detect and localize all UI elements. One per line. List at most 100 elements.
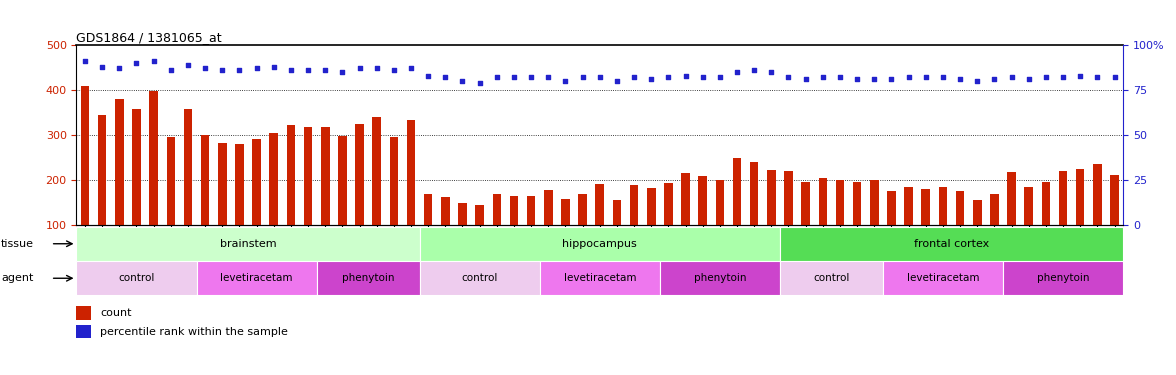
Point bbox=[916, 74, 935, 80]
Bar bbox=[201, 135, 209, 225]
Point bbox=[710, 74, 729, 80]
Bar bbox=[339, 136, 347, 225]
Bar bbox=[441, 196, 449, 225]
Point bbox=[848, 76, 867, 82]
Bar bbox=[647, 188, 655, 225]
Bar bbox=[459, 203, 467, 225]
Point bbox=[213, 67, 232, 73]
Bar bbox=[423, 194, 433, 225]
Bar bbox=[98, 115, 107, 225]
Bar bbox=[1110, 175, 1118, 225]
Bar bbox=[1058, 171, 1068, 225]
Bar bbox=[938, 187, 947, 225]
Bar bbox=[544, 190, 553, 225]
Text: percentile rank within the sample: percentile rank within the sample bbox=[100, 327, 288, 337]
Point bbox=[109, 65, 128, 71]
Point bbox=[728, 69, 747, 75]
Bar bbox=[660, 261, 780, 295]
Bar bbox=[407, 120, 415, 225]
Text: control: control bbox=[814, 273, 849, 283]
Bar bbox=[699, 176, 707, 225]
Bar bbox=[76, 325, 91, 338]
Bar bbox=[853, 182, 861, 225]
Point bbox=[230, 67, 249, 73]
Bar bbox=[527, 196, 535, 225]
Text: phenytoin: phenytoin bbox=[1037, 273, 1089, 283]
Point bbox=[950, 76, 969, 82]
Bar bbox=[269, 133, 278, 225]
Text: levetiracetam: levetiracetam bbox=[220, 273, 293, 283]
Bar bbox=[1024, 187, 1033, 225]
Bar bbox=[196, 261, 316, 295]
Point bbox=[265, 64, 283, 70]
Point bbox=[608, 78, 627, 84]
Point bbox=[659, 74, 677, 80]
Bar bbox=[115, 99, 123, 225]
Point bbox=[333, 69, 352, 75]
Text: count: count bbox=[100, 308, 132, 318]
Bar bbox=[287, 125, 295, 225]
Point bbox=[796, 76, 815, 82]
Text: hippocampus: hippocampus bbox=[562, 239, 637, 249]
Bar bbox=[76, 306, 91, 320]
Bar bbox=[784, 171, 793, 225]
Bar bbox=[1042, 182, 1050, 225]
Bar bbox=[767, 170, 776, 225]
Point bbox=[934, 74, 953, 80]
Point bbox=[624, 74, 643, 80]
Point bbox=[367, 65, 386, 71]
Point bbox=[744, 67, 763, 73]
Bar bbox=[76, 227, 420, 261]
Text: tissue: tissue bbox=[0, 239, 34, 249]
Point bbox=[93, 64, 112, 70]
Bar bbox=[818, 178, 827, 225]
Point bbox=[127, 60, 146, 66]
Bar bbox=[167, 137, 175, 225]
Bar bbox=[303, 128, 313, 225]
Point bbox=[556, 78, 575, 84]
Point bbox=[676, 73, 695, 79]
Point bbox=[1036, 74, 1055, 80]
Bar bbox=[1003, 261, 1123, 295]
Bar bbox=[316, 261, 420, 295]
Point bbox=[436, 74, 455, 80]
Bar bbox=[579, 194, 587, 225]
Bar bbox=[235, 144, 243, 225]
Bar bbox=[780, 261, 883, 295]
Bar bbox=[218, 142, 227, 225]
Bar bbox=[750, 162, 759, 225]
Bar bbox=[253, 139, 261, 225]
Text: levetiracetam: levetiracetam bbox=[907, 273, 980, 283]
Point bbox=[161, 67, 180, 73]
Point bbox=[195, 65, 214, 71]
Point bbox=[1002, 74, 1021, 80]
Text: agent: agent bbox=[1, 273, 34, 283]
Point bbox=[487, 74, 506, 80]
Bar bbox=[509, 196, 519, 225]
Bar bbox=[904, 187, 913, 225]
Point bbox=[470, 80, 489, 86]
Point bbox=[900, 74, 918, 80]
Point bbox=[968, 78, 987, 84]
Point bbox=[1054, 74, 1073, 80]
Point bbox=[539, 74, 557, 80]
Bar bbox=[801, 182, 810, 225]
Bar bbox=[420, 261, 540, 295]
Point bbox=[247, 65, 266, 71]
Text: levetiracetam: levetiracetam bbox=[563, 273, 636, 283]
Text: control: control bbox=[461, 273, 497, 283]
Bar bbox=[540, 261, 660, 295]
Point bbox=[573, 74, 592, 80]
Point bbox=[1020, 76, 1038, 82]
Bar bbox=[493, 194, 501, 225]
Point bbox=[145, 58, 163, 64]
Point bbox=[179, 62, 198, 68]
Point bbox=[75, 58, 94, 64]
Text: phenytoin: phenytoin bbox=[694, 273, 746, 283]
Bar bbox=[321, 128, 329, 225]
Point bbox=[316, 67, 335, 73]
Bar bbox=[715, 180, 724, 225]
Bar bbox=[887, 191, 896, 225]
Point bbox=[642, 76, 661, 82]
Bar bbox=[183, 109, 192, 225]
